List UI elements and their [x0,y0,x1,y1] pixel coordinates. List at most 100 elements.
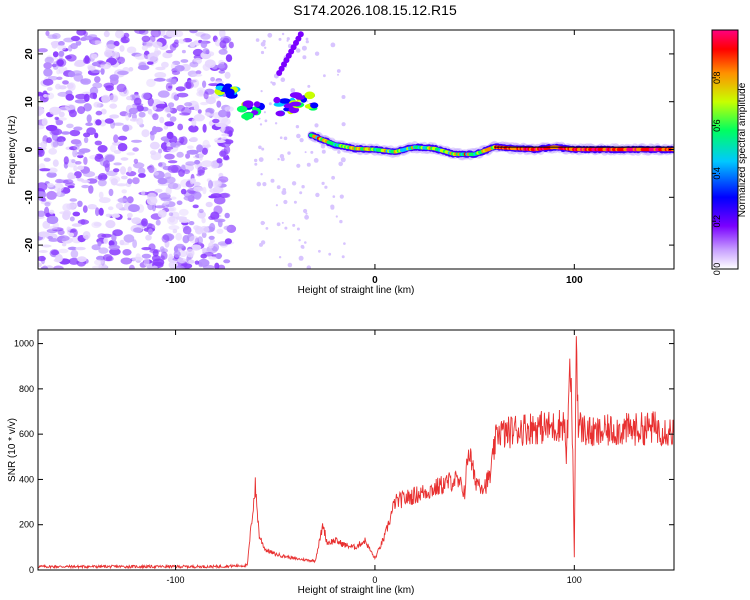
noise-speckle [62,203,72,212]
noise-speckle [57,187,62,197]
noise-speckle [280,77,286,82]
noise-speckle [224,106,234,112]
noise-speckle [196,173,202,177]
noise-speckle [220,192,231,199]
noise-speckle [189,30,198,34]
noise-speckle [92,82,103,89]
noise-speckle [264,119,268,123]
noise-speckle [69,129,81,137]
noise-speckle [94,259,104,266]
noise-speckle [292,223,296,227]
noise-speckle [267,32,273,38]
noise-speckle [85,122,93,126]
noise-speckle [162,51,173,59]
noise-speckle [191,73,203,77]
noise-speckle [318,249,321,253]
noise-speckle [58,41,65,46]
noise-speckle [43,157,51,162]
noise-speckle [341,95,346,99]
noise-speckle [39,168,51,172]
noise-speckle [190,244,202,251]
y-tick-label: 800 [19,384,34,394]
noise-speckle [193,191,202,200]
noise-speckle [296,163,301,168]
noise-speckle [254,162,258,166]
noise-speckle [306,265,311,269]
noise-speckle [180,59,189,63]
noise-speckle [68,232,74,238]
noise-speckle [177,257,187,264]
noise-speckle [185,161,196,166]
noise-speckle [175,243,185,249]
noise-speckle [158,148,163,154]
colorbar-tick-label: 0.4 [712,167,722,180]
noise-speckle [193,186,204,192]
noise-speckle [134,30,146,34]
noise-speckle [295,48,301,53]
noise-speckle [300,244,305,249]
noise-speckle [180,188,187,195]
noise-speckle [165,30,178,38]
noise-speckle [199,225,210,234]
snr-plot-area [38,330,674,570]
noise-speckle [200,101,209,106]
noise-speckle [93,40,102,45]
noise-speckle [160,197,173,202]
noise-speckle [210,77,216,82]
noise-speckle [38,255,46,262]
noise-speckle [176,151,184,158]
y-tick-label: 600 [19,429,34,439]
noise-speckle [55,58,67,67]
noise-speckle [279,154,285,159]
noise-speckle [67,174,77,180]
noise-speckle [42,220,50,229]
noise-speckle [166,131,174,140]
noise-speckle [150,152,162,161]
noise-speckle [91,62,100,67]
noise-speckle [178,136,185,144]
cluster-blob [273,102,285,107]
noise-speckle [141,129,150,138]
noise-speckle [165,82,173,92]
noise-speckle [64,104,76,110]
y-tick-label: 0 [24,146,35,152]
noise-speckle [296,227,300,231]
noise-speckle [286,39,289,42]
noise-speckle [141,92,151,100]
noise-speckle [258,145,262,150]
noise-speckle [152,102,158,111]
noise-speckle [184,102,193,107]
noise-speckle [102,160,111,168]
noise-speckle [121,189,127,194]
noise-speckle [117,143,128,152]
noise-speckle [301,185,305,189]
noise-speckle [183,169,190,175]
noise-speckle [123,234,135,243]
noise-speckle [105,85,114,92]
noise-speckle [281,32,285,36]
noise-speckle [260,90,263,93]
noise-speckle [223,259,231,264]
noise-speckle [46,215,59,225]
noise-speckle [135,253,141,261]
noise-speckle [97,145,108,153]
noise-speckle [310,150,314,154]
noise-speckle [98,191,104,199]
noise-speckle [202,186,207,195]
noise-speckle [147,61,154,65]
noise-speckle [136,105,145,112]
noise-speckle [131,217,142,225]
noise-speckle [287,262,293,268]
noise-speckle [179,112,191,116]
noise-speckle [108,244,121,250]
noise-speckle [41,118,48,126]
noise-speckle [94,132,99,139]
noise-speckle [221,133,230,137]
cluster-blob [310,102,319,109]
noise-speckle [98,61,107,65]
noise-speckle [56,76,63,81]
noise-speckle [208,242,214,249]
noise-speckle [70,249,79,259]
noise-speckle [282,188,287,192]
noise-speckle [209,188,218,193]
